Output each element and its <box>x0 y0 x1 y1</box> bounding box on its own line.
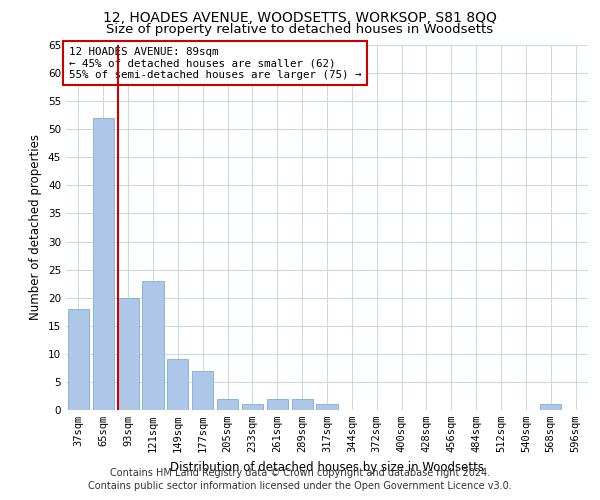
Bar <box>192 370 213 410</box>
Bar <box>118 298 139 410</box>
Bar <box>217 399 238 410</box>
Text: 12, HOADES AVENUE, WOODSETTS, WORKSOP, S81 8QQ: 12, HOADES AVENUE, WOODSETTS, WORKSOP, S… <box>103 11 497 25</box>
Bar <box>540 404 561 410</box>
Bar <box>292 399 313 410</box>
Text: 12 HOADES AVENUE: 89sqm
← 45% of detached houses are smaller (62)
55% of semi-de: 12 HOADES AVENUE: 89sqm ← 45% of detache… <box>68 47 361 80</box>
Bar <box>167 360 188 410</box>
Bar <box>242 404 263 410</box>
Text: Contains HM Land Registry data © Crown copyright and database right 2024.
Contai: Contains HM Land Registry data © Crown c… <box>88 468 512 491</box>
Bar <box>68 309 89 410</box>
Bar <box>142 281 164 410</box>
X-axis label: Distribution of detached houses by size in Woodsetts: Distribution of detached houses by size … <box>170 460 484 473</box>
Y-axis label: Number of detached properties: Number of detached properties <box>29 134 43 320</box>
Bar <box>93 118 114 410</box>
Bar <box>267 399 288 410</box>
Bar <box>316 404 338 410</box>
Text: Size of property relative to detached houses in Woodsetts: Size of property relative to detached ho… <box>106 22 494 36</box>
